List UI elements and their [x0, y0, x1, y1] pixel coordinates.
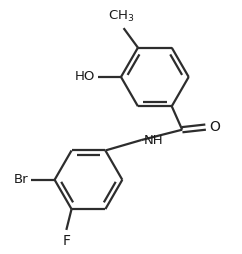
Text: F: F [62, 234, 70, 248]
Text: O: O [210, 120, 220, 134]
Text: CH$_3$: CH$_3$ [108, 9, 134, 24]
Text: NH: NH [144, 134, 163, 147]
Text: HO: HO [75, 70, 95, 84]
Text: Br: Br [14, 173, 29, 186]
